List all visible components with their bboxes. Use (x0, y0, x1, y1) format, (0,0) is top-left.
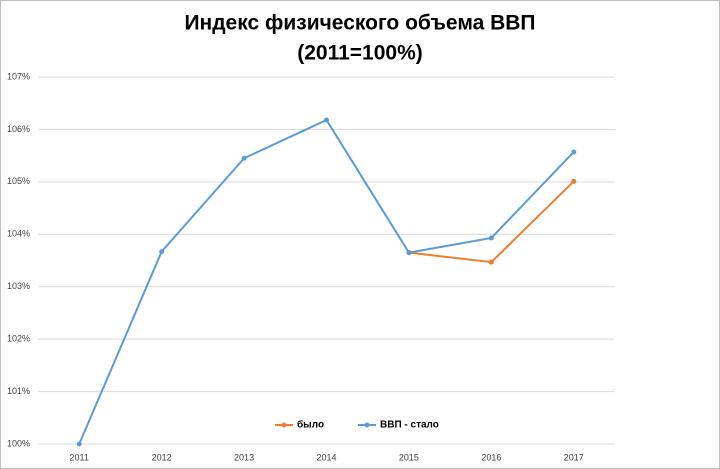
data-point (571, 149, 577, 155)
x-tick-label: 2012 (152, 452, 172, 462)
x-tick-label: 2014 (316, 452, 336, 462)
x-tick-label: 2011 (70, 452, 89, 462)
y-tick-label: 104% (7, 229, 30, 239)
data-point (324, 117, 329, 123)
data-point (406, 250, 412, 256)
data-point (76, 441, 82, 447)
x-tick-label: 2015 (399, 452, 419, 462)
data-point (488, 259, 494, 265)
chart-subtitle: (2011=100%) (297, 42, 423, 65)
data-point (159, 249, 165, 255)
legend-marker (364, 422, 370, 428)
x-tick-label: 2013 (234, 452, 254, 462)
legend-label: было (297, 419, 324, 431)
y-tick-label: 100% (7, 438, 30, 448)
y-tick-label: 105% (7, 176, 30, 186)
data-point (241, 155, 247, 161)
legend-marker (281, 422, 287, 428)
chart-title: Индекс физического объема ВВП (184, 12, 535, 35)
data-point (488, 235, 494, 241)
x-tick-label: 2017 (564, 452, 584, 462)
data-point (571, 178, 577, 184)
y-tick-label: 107% (7, 71, 30, 81)
y-tick-label: 106% (7, 124, 30, 134)
x-tick-label: 2016 (481, 452, 501, 462)
y-tick-label: 101% (7, 386, 30, 396)
y-tick-label: 103% (7, 281, 30, 291)
legend-label: ВВП - стало (380, 420, 439, 431)
y-tick-label: 102% (7, 334, 30, 344)
